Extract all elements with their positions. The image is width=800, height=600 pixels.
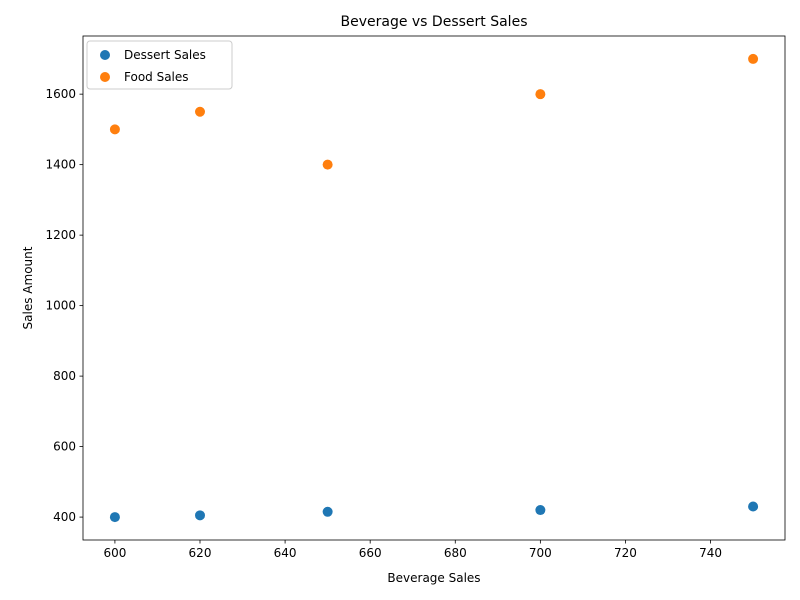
y-tick-label: 800 xyxy=(53,369,76,383)
data-point-food-sales-4 xyxy=(748,53,759,64)
data-point-dessert-sales-3 xyxy=(535,505,546,516)
x-tick-label: 720 xyxy=(614,546,637,560)
plot-background xyxy=(83,36,785,540)
y-tick-label: 1200 xyxy=(45,228,76,242)
y-tick-label: 1600 xyxy=(45,87,76,101)
x-tick-label: 680 xyxy=(444,546,467,560)
chart-title: Beverage vs Dessert Sales xyxy=(341,14,528,30)
axes: 600 620 640 660 680 700 720 740 400 600 800 1000 120… xyxy=(45,35,786,560)
y-tick-label: 400 xyxy=(53,510,76,524)
data-point-dessert-sales-2 xyxy=(322,506,333,517)
plot-area xyxy=(83,36,785,540)
legend-label-dessert-sales: Dessert Sales xyxy=(124,48,206,62)
legend-marker-food-sales xyxy=(100,72,110,82)
data-point-food-sales-3 xyxy=(535,89,546,100)
y-axis-label: Sales Amount xyxy=(21,246,35,329)
data-point-dessert-sales-1 xyxy=(195,510,205,521)
legend: Dessert Sales Food Sales xyxy=(86,40,233,90)
data-point-dessert-sales-4 xyxy=(748,501,759,512)
data-point-dessert-sales-0 xyxy=(109,512,120,523)
legend-marker-dessert-sales xyxy=(100,50,110,60)
legend-label-food-sales: Food Sales xyxy=(124,70,189,84)
y-tick-label: 600 xyxy=(53,440,76,454)
x-tick-label: 620 xyxy=(189,546,212,560)
y-tick-label: 1000 xyxy=(45,299,76,313)
data-points xyxy=(109,53,759,523)
y-tick-label: 1400 xyxy=(45,158,76,172)
data-point-food-sales-0 xyxy=(109,124,120,135)
x-axis-label: Beverage Sales xyxy=(387,571,480,585)
data-point-food-sales-1 xyxy=(195,106,205,117)
plot-frame xyxy=(82,35,786,541)
x-tick-label: 640 xyxy=(274,546,297,560)
x-tick-label: 600 xyxy=(103,546,126,560)
data-point-food-sales-2 xyxy=(322,159,333,170)
x-tick-label: 660 xyxy=(359,546,382,560)
legend-box xyxy=(86,40,233,90)
x-tick-label: 700 xyxy=(529,546,552,560)
x-tick-label: 740 xyxy=(699,546,722,560)
